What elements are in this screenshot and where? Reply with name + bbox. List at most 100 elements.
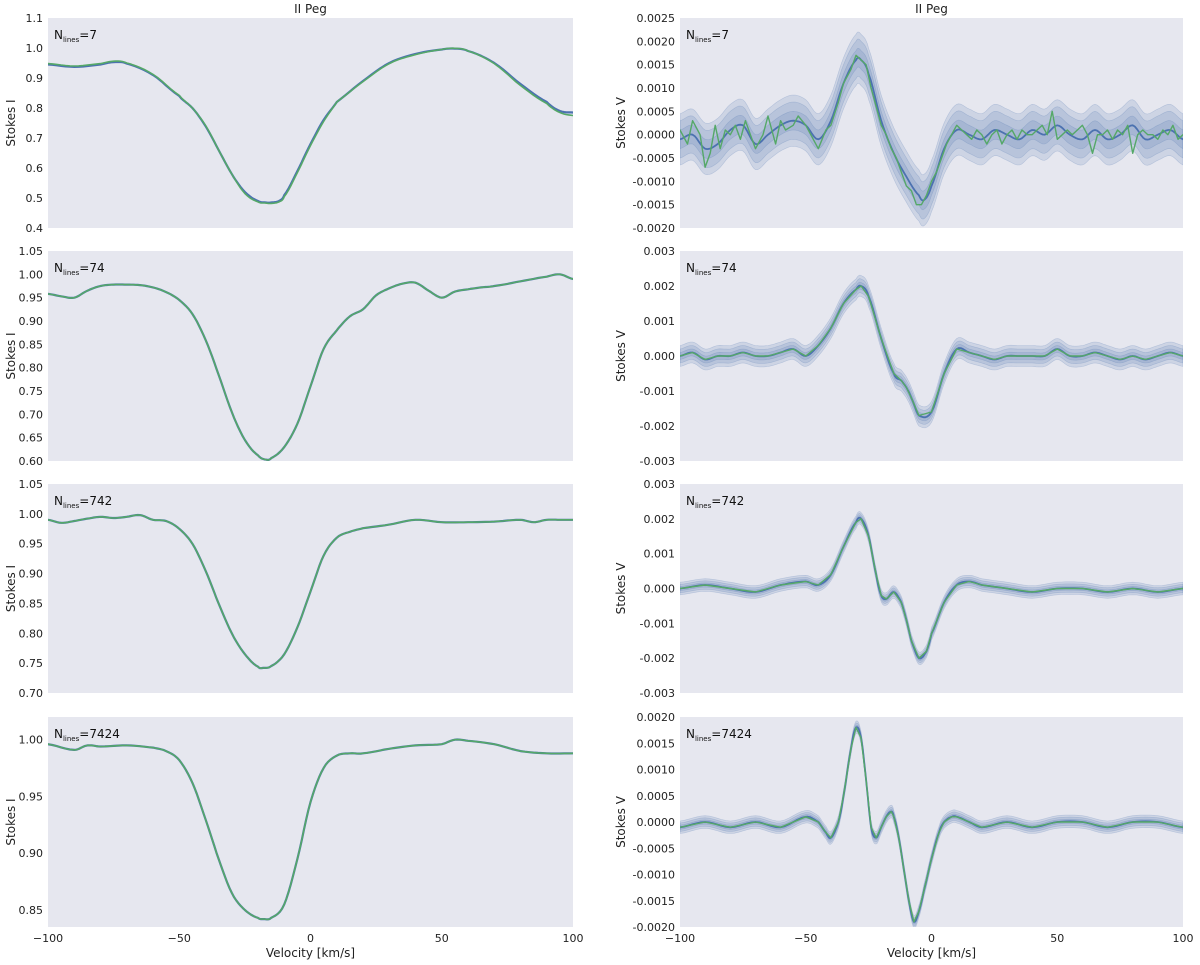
y-tick-label: -0.0005 [633,842,675,855]
y-tick-label: -0.001 [640,617,675,630]
n-lines-annotation: Nlines=74 [54,261,105,277]
y-tick-label: 0.6 [26,162,44,175]
y-tick-label: -0.0020 [633,222,675,235]
y-tick-label: 0.0005 [637,105,676,118]
y-tick-label: 0.75 [19,657,44,670]
y-tick-label: 0.90 [19,847,44,860]
plot-content [680,274,1183,429]
uncertainty-band-1 [680,274,1183,429]
plot-content [680,511,1183,666]
y-tick-label: -0.001 [640,385,675,398]
y-tick-label: 1.0 [26,42,44,55]
panel-I-1: 0.4 0.5 0.6 0.7 0.8 0.9 1.0 1.1 Stokes I II Peg Nl… [4,2,573,235]
panel-I-2: 0.60 0.65 0.70 0.75 0.80 0.85 0.90 0.95 1.00 1.05… [4,245,573,468]
series-line-observed [680,518,1183,659]
y-axis-label: Stokes V [614,96,628,149]
uncertainty-band-3 [680,47,1183,211]
y-tick-label: -0.003 [640,455,675,468]
y-tick-label: -0.0010 [633,175,675,188]
panel-I-3: 0.70 0.75 0.80 0.85 0.90 0.95 1.00 1.05 Stokes I… [4,478,573,700]
y-tick-label: 0.95 [19,538,44,551]
y-tick-label: 0.75 [19,385,44,398]
n-lines-annotation: Nlines=7 [54,28,97,44]
panel-title: II Peg [915,2,948,16]
panel-I-4: 0.85 0.90 0.95 1.00 −100 −50 0 50 100 Stokes I Vel… [4,717,584,960]
y-tick-label: -0.0015 [633,199,675,212]
y-tick-label: -0.003 [640,687,675,700]
x-axis-label: Velocity [km/s] [266,946,355,960]
plot-content [48,513,573,670]
y-tick-label: 0.0015 [637,737,676,750]
y-tick-label: 1.00 [19,268,44,281]
plot-area [680,717,1183,927]
y-tick-label: 0.65 [19,432,44,445]
y-axis-label: Stokes V [614,329,628,382]
n-lines-annotation: Nlines=7424 [686,727,752,743]
y-tick-label: -0.0005 [633,152,675,165]
x-tick-label: 100 [1173,932,1194,945]
x-tick-label: 100 [563,932,584,945]
n-lines-annotation: Nlines=742 [54,494,112,510]
y-tick-label: 0.0015 [637,59,676,72]
x-tick-label: 50 [435,932,449,945]
y-tick-label: 1.1 [26,12,44,25]
n-lines-annotation: Nlines=74 [686,261,737,277]
x-tick-label: 0 [928,932,935,945]
n-lines-annotation: Nlines=7424 [54,727,120,743]
x-tick-label: −100 [665,932,695,945]
y-tick-label: 0.003 [644,478,676,491]
uncertainty-band-3 [680,281,1183,422]
series-line-observed [48,273,573,461]
y-axis-label: Stokes I [4,99,18,146]
y-tick-label: -0.0020 [633,921,675,934]
plot-area [680,484,1183,693]
x-tick-label: 50 [1050,932,1064,945]
panel-V-1: -0.0020 -0.0015 -0.0010 -0.0005 0.0000 0.0005… [614,2,1183,235]
plot-content [48,47,573,205]
y-tick-label: 0.5 [26,192,44,205]
y-tick-label: 0.90 [19,568,44,581]
y-axis-label: Stokes V [614,795,628,848]
y-tick-label: 0.60 [19,455,44,468]
y-tick-label: 0.85 [19,597,44,610]
plot-content [48,273,573,461]
y-tick-label: 0.95 [19,790,44,803]
n-lines-annotation: Nlines=7 [686,28,729,44]
series-line-observed [680,285,1183,417]
y-tick-label: 0.000 [644,350,676,363]
y-tick-label: 0.0000 [637,816,676,829]
y-tick-label: 0.0000 [637,129,676,142]
panel-V-2: -0.003 -0.002 -0.001 0.000 0.001 0.002 0.003 St… [614,245,1183,468]
y-tick-label: -0.0015 [633,895,675,908]
plot-content [680,31,1183,227]
y-tick-label: 0.0025 [637,12,676,25]
y-tick-label: 0.80 [19,362,44,375]
y-axis-label: Stokes V [614,562,628,615]
y-tick-label: 0.4 [26,222,44,235]
y-tick-label: 0.70 [19,408,44,421]
y-tick-label: -0.002 [640,652,675,665]
x-axis-label: Velocity [km/s] [887,946,976,960]
y-tick-label: -0.0010 [633,869,675,882]
y-tick-label: 1.00 [19,508,44,521]
y-tick-label: 0.95 [19,292,44,305]
plot-area [680,18,1183,228]
y-axis-label: Stokes I [4,798,18,845]
series-line-observed [48,738,573,921]
plot-content [680,720,1183,927]
plot-area [48,18,573,228]
x-tick-label: −50 [168,932,191,945]
y-tick-label: 0.000 [644,583,676,596]
series-line-observed [48,47,573,205]
y-tick-label: 0.0010 [637,82,676,95]
y-tick-label: 1.00 [19,734,44,747]
uncertainty-band-2 [680,278,1183,425]
series-line-observed [680,54,1183,206]
y-axis-label: Stokes I [4,332,18,379]
y-tick-label: 0.003 [644,245,676,258]
panel-V-3: -0.003 -0.002 -0.001 0.000 0.001 0.002 0.003 St… [614,478,1183,700]
y-tick-label: 0.85 [19,338,44,351]
y-tick-label: 0.70 [19,687,44,700]
y-tick-label: 0.80 [19,627,44,640]
